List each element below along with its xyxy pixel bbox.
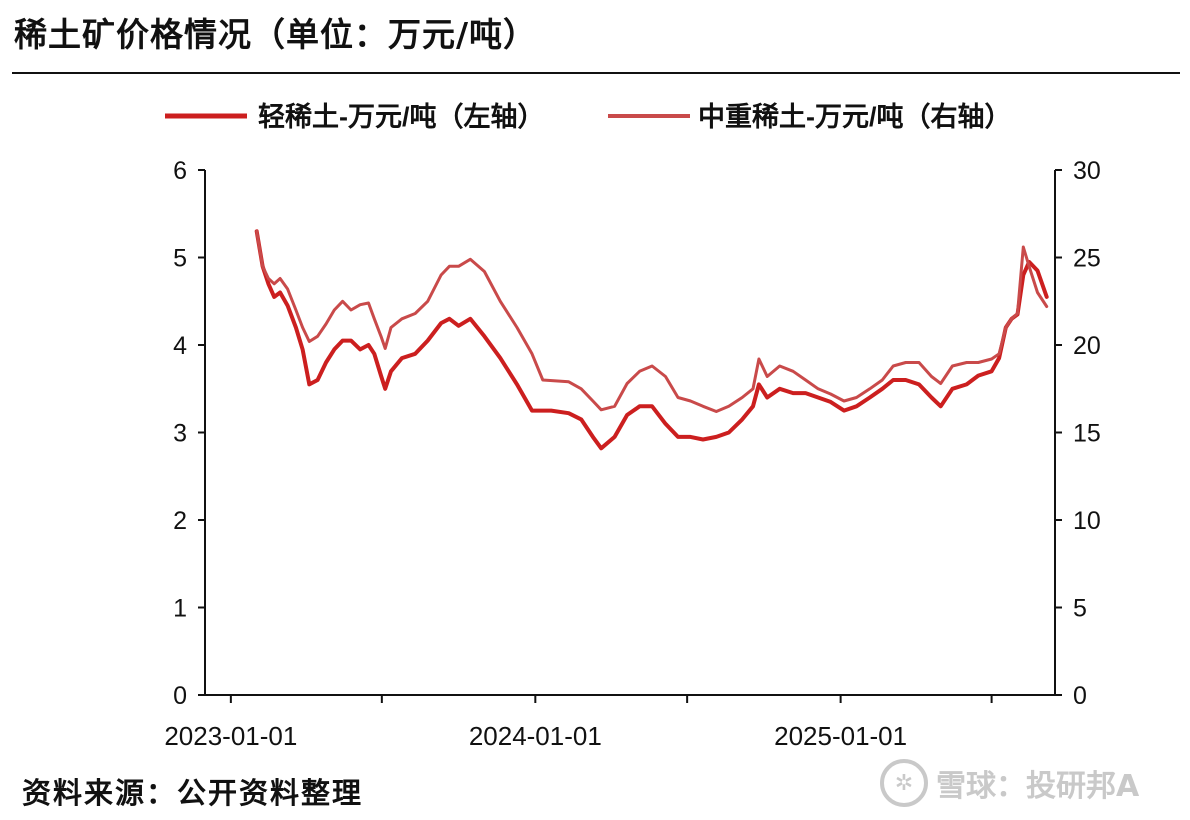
right-y-tick-label: 25 — [1073, 245, 1101, 273]
left-y-tick-label: 4 — [173, 332, 187, 360]
left-y-tick-label: 0 — [173, 682, 187, 710]
left-y-tick-label: 6 — [173, 157, 187, 185]
right-y-tick-label: 20 — [1073, 332, 1101, 360]
left-y-tick-label: 1 — [173, 595, 187, 623]
page-title: 稀土矿价格情况（单位：万元/吨） — [14, 15, 538, 54]
legend-label-light: 轻稀土-万元/吨（左轴） — [258, 102, 545, 132]
light-rare-earth-series-line — [254, 229, 1049, 451]
left-y-tick-label: 2 — [173, 507, 187, 535]
watermark: ✲ 雪球：投研邦A — [880, 757, 1139, 809]
right-y-tick-label: 0 — [1073, 682, 1087, 710]
title-divider — [12, 72, 1180, 74]
snowball-logo-icon: ✲ — [880, 759, 928, 807]
left-y-tick-label: 3 — [173, 420, 187, 448]
right-y-tick-label: 10 — [1073, 507, 1101, 535]
chart-lines — [254, 229, 1049, 451]
heavy-rare-earth-series-line — [255, 229, 1049, 413]
right-y-tick-label: 15 — [1073, 420, 1101, 448]
chart-legend: 轻稀土-万元/吨（左轴） 中重稀土-万元/吨（右轴） — [165, 102, 1012, 132]
source-note: 资料来源：公开资料整理 — [22, 776, 364, 810]
chart-axes: 0 1 2 3 4 5 6 0 5 10 15 20 25 30 2023-01-01 2024-01-01 2… — [164, 157, 1100, 751]
legend-label-heavy: 中重稀土-万元/吨（右轴） — [698, 102, 1012, 132]
x-tick-label: 2025-01-01 — [774, 721, 907, 751]
x-tick-label: 2023-01-01 — [164, 721, 297, 751]
right-y-tick-label: 5 — [1073, 595, 1087, 623]
right-y-tick-label: 30 — [1073, 157, 1101, 185]
x-tick-label: 2024-01-01 — [469, 721, 602, 751]
left-y-tick-label: 5 — [173, 245, 187, 273]
watermark-text: 雪球：投研邦A — [936, 769, 1140, 804]
